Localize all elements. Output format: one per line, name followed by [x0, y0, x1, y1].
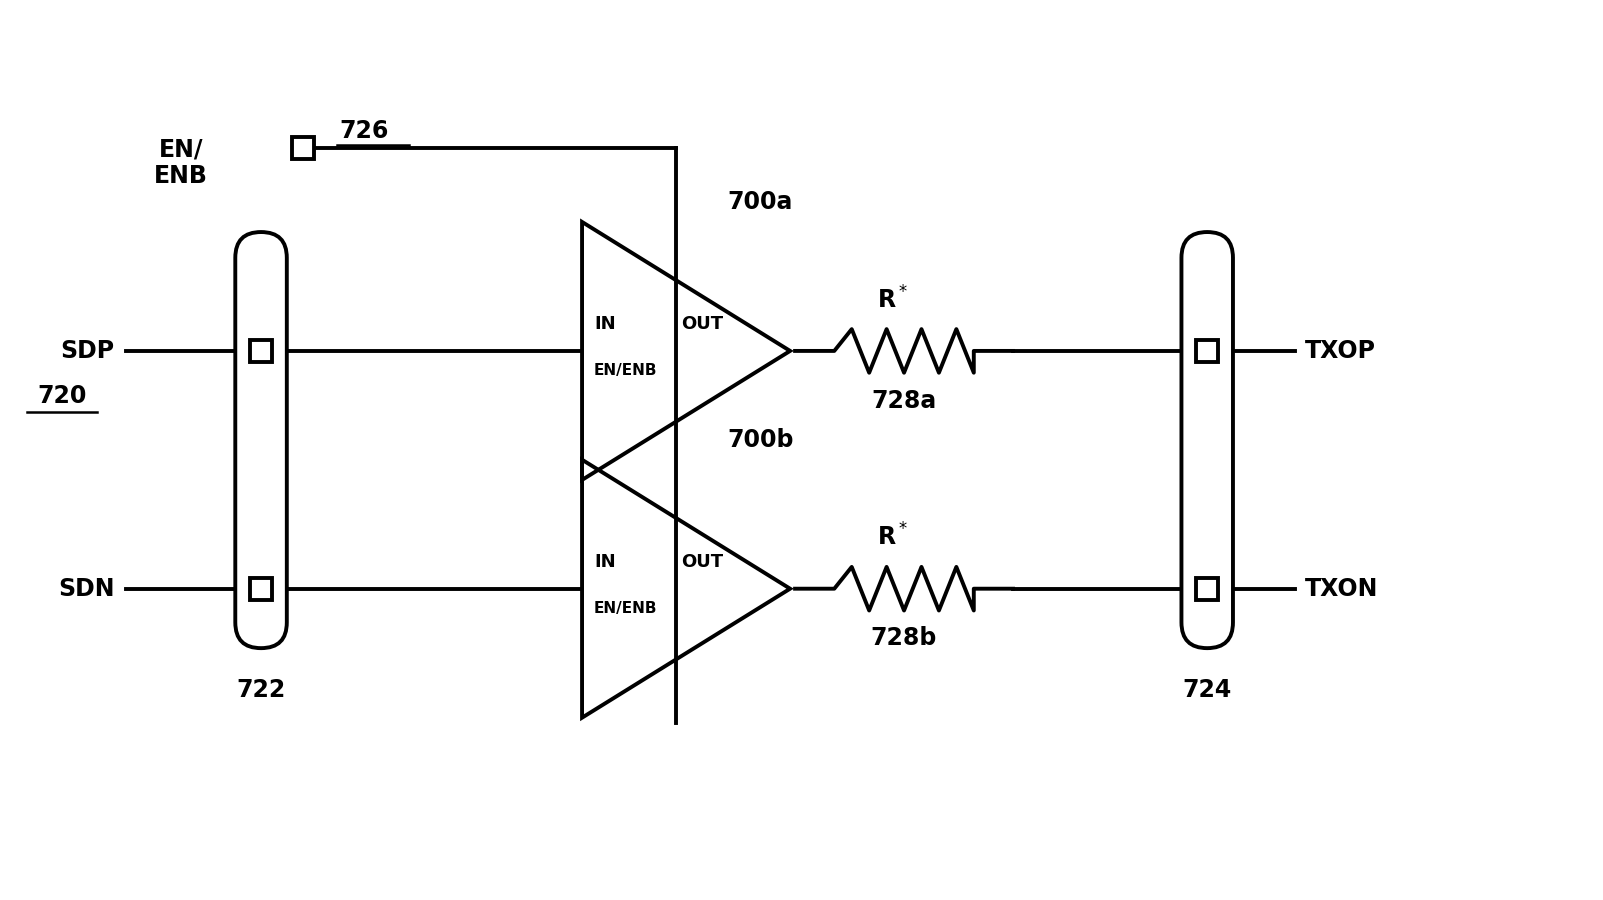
Text: SDP: SDP: [61, 339, 114, 363]
Text: 700a: 700a: [728, 190, 793, 214]
Text: OUT: OUT: [681, 553, 723, 571]
Text: 700b: 700b: [728, 428, 793, 452]
Text: IN: IN: [595, 315, 616, 333]
Text: 724: 724: [1183, 678, 1231, 702]
Text: EN/ENB: EN/ENB: [595, 600, 657, 616]
Bar: [1196, 578, 1218, 599]
Bar: [1196, 340, 1218, 362]
FancyBboxPatch shape: [1181, 232, 1233, 648]
Bar: [250, 340, 273, 362]
Text: EN/
ENB: EN/ ENB: [154, 138, 208, 187]
Text: 720: 720: [37, 383, 87, 408]
Text: R$^*$: R$^*$: [877, 286, 909, 313]
Bar: [292, 137, 314, 158]
Text: OUT: OUT: [681, 315, 723, 333]
Text: SDN: SDN: [58, 577, 114, 600]
Text: TXOP: TXOP: [1305, 339, 1377, 363]
Bar: [250, 578, 273, 599]
Text: IN: IN: [595, 553, 616, 571]
Text: 722: 722: [236, 678, 285, 702]
Text: 728b: 728b: [870, 626, 938, 651]
Text: 728a: 728a: [872, 389, 936, 412]
Text: 726: 726: [340, 119, 388, 143]
Text: TXON: TXON: [1305, 577, 1379, 600]
Text: EN/ENB: EN/ENB: [595, 363, 657, 378]
FancyBboxPatch shape: [236, 232, 287, 648]
Text: R$^*$: R$^*$: [877, 524, 909, 551]
